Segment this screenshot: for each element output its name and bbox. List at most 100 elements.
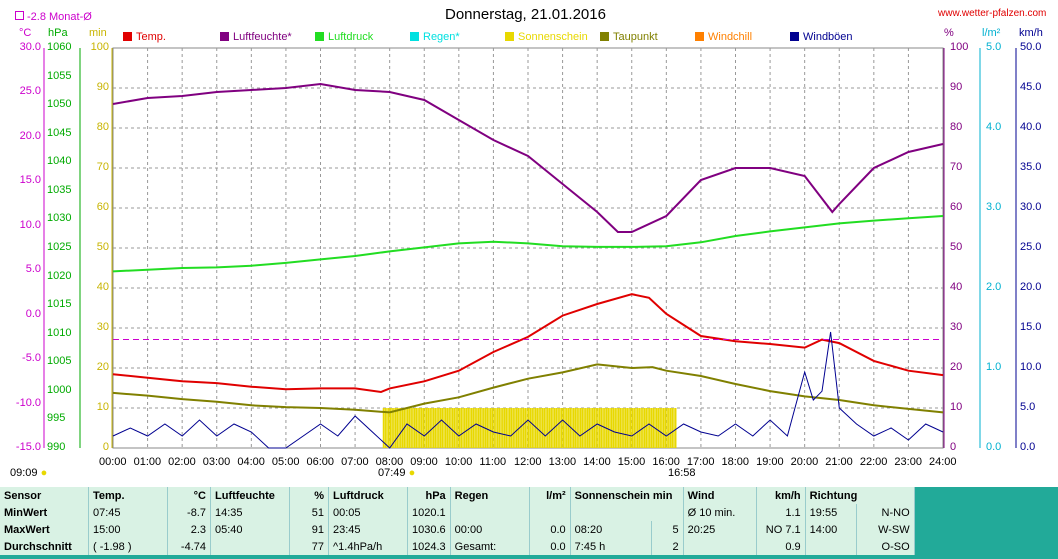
sunshine-bar [559,408,561,448]
sun-left-time: 09:09 ● [10,467,47,479]
weather-chart [43,47,1017,449]
hpa-tick-label: 1000 [47,383,72,396]
hpa-tick-label: 1020 [47,269,72,282]
sunshine-bar [567,408,570,448]
sunshine-bar [543,408,546,448]
stats-h-wind-unit: km/h [756,487,806,504]
sunshine-bar [384,408,386,448]
sunshine-bar [591,408,594,448]
stats-cell: 91 [289,521,329,538]
stats-cell: MinWert [0,504,89,521]
pct-tick-label: 0 [950,441,957,453]
hpa-tick-label: 1010 [47,326,72,339]
sunshine-bar [451,408,454,448]
time-tick-label: 22:00 [859,456,888,468]
sunshine-bar [585,408,587,448]
sunshine-bar [448,408,450,448]
sunshine-bar [413,408,416,448]
sunshine-bar [522,408,525,448]
sunshine-bar [477,408,480,448]
pct-tick-label: 90 [950,81,963,93]
hpa-tick-label: 1060 [47,41,72,53]
stats-cell: 1.1 [756,504,806,521]
time-tick-label: 13:00 [548,456,577,468]
temp-tick-label: 5.0 [25,263,41,276]
legend-swatch [600,32,609,41]
sunshine-bar [512,408,514,448]
hpa-tick-label: 1025 [47,241,72,253]
hpa-tick-label: 990 [47,441,66,453]
sunshine-bar [394,408,397,448]
site-url[interactable]: www.wetter-pfalzen.com [938,8,1047,19]
wind-tick-label: 50.0 [1020,41,1042,53]
sunshine-bar [419,408,421,448]
sunshine-bar [593,408,596,448]
sunshine-bar [538,408,540,448]
legend-label: Luftdruck [328,31,374,43]
sunshine-bar [445,408,447,448]
sunshine-bar [406,408,409,448]
sunshine-bar [441,408,444,448]
sunshine-bar [566,408,568,448]
stats-h-sensor: Sensor [0,487,89,504]
stats-h-temp-unit: °C [167,487,211,504]
sunshine-bar [657,408,660,448]
legend-item: Sonnenschein [505,31,588,43]
rain-tick-label: 3.0 [986,201,1002,213]
time-tick-label: 07:00 [341,456,369,468]
sunshine-bar [393,408,395,448]
sunrise-text: 07:49 [378,467,406,479]
sunshine-bar [626,408,629,448]
series-line-luftfeuchte [112,82,944,233]
sunshine-bar [655,408,658,448]
hpa-tick-label: 1050 [47,98,72,111]
time-tick-label: 23:00 [894,456,922,468]
time-tick-label: 10:00 [444,456,473,468]
min-tick-label: 40 [96,281,109,293]
min-tick-label: 30 [96,321,109,333]
sunshine-bar [457,408,459,448]
legend-item: Windchill [695,31,752,43]
time-tick-label: 05:00 [271,456,300,468]
stats-cell [805,538,858,555]
time-tick-label: 11:00 [479,456,507,468]
series-line-luftdruck [112,215,944,273]
sunshine-bar [443,408,445,448]
stats-h-rain-unit: l/m² [529,487,571,504]
legend-item: Taupunkt [600,31,658,43]
temp-tick-label: 25.0 [19,85,41,98]
sunshine-bar [671,408,674,448]
sunshine-bar [498,408,501,448]
stats-panel: Sensor Temp. °C Luftfeuchte % Luftdruck … [0,487,1058,559]
sunshine-bars [382,408,677,448]
axis-ticks [43,48,1017,448]
wind-tick-label: 0.0 [1020,441,1036,453]
stats-cell: O-SO [856,538,915,555]
wind-tick-label: 5.0 [1020,401,1036,413]
wind-tick-label: 30.0 [1020,201,1042,213]
sunshine-bar [434,408,437,448]
time-tick-label: 09:00 [410,456,438,468]
sunshine-bar [453,408,456,448]
legend-item: Windböen [790,31,853,43]
stats-row-min: MinWert 07:45 -8.7 14:35 51 00:05 1020.1… [0,504,915,521]
stats-cell: 08:20 [570,521,653,538]
sunshine-bar [555,408,558,448]
sunshine-bar [633,408,635,448]
wind-tick-label: 35.0 [1020,161,1042,173]
sunshine-bar [415,408,418,448]
legend-swatch [220,32,229,41]
pct-unit: % [944,27,954,39]
sunshine-bar [400,408,402,448]
min-tick-label: 100 [90,41,109,53]
stats-cell [570,504,684,521]
legend-label: Taupunkt [613,31,658,43]
sunshine-bar [659,408,661,448]
stats-cell: 0.0 [529,538,571,555]
wind-tick-label: 10.0 [1020,361,1042,373]
sunshine-bar [661,408,663,448]
series-line-windben [112,331,944,449]
min-unit: min [89,27,107,39]
stats-cell: 0.9 [756,538,806,555]
sunshine-bar [574,408,577,448]
